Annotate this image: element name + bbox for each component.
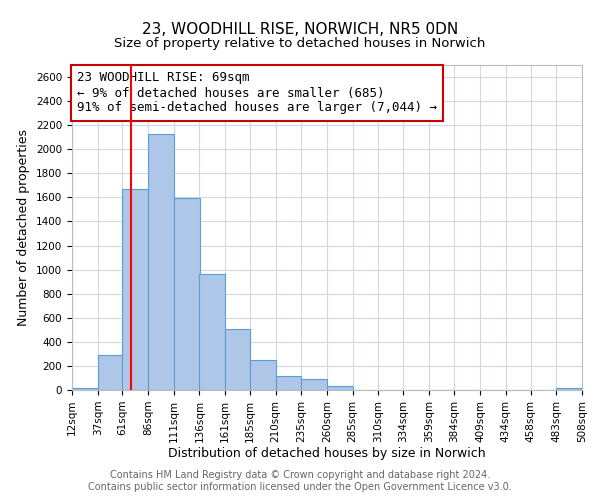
Bar	[199, 274, 225, 390]
Bar	[225, 329, 250, 390]
Bar	[327, 386, 353, 390]
Bar	[122, 189, 148, 390]
Bar	[301, 379, 327, 390]
Text: Contains public sector information licensed under the Open Government Licence v3: Contains public sector information licen…	[88, 482, 512, 492]
Y-axis label: Number of detached properties: Number of detached properties	[17, 129, 31, 326]
Text: 23 WOODHILL RISE: 69sqm
← 9% of detached houses are smaller (685)
91% of semi-de: 23 WOODHILL RISE: 69sqm ← 9% of detached…	[77, 72, 437, 114]
Bar	[275, 376, 301, 390]
Text: Size of property relative to detached houses in Norwich: Size of property relative to detached ho…	[115, 38, 485, 51]
Bar	[250, 360, 275, 390]
Bar	[174, 198, 199, 390]
Bar	[72, 388, 98, 390]
Text: Contains HM Land Registry data © Crown copyright and database right 2024.: Contains HM Land Registry data © Crown c…	[110, 470, 490, 480]
Text: 23, WOODHILL RISE, NORWICH, NR5 0DN: 23, WOODHILL RISE, NORWICH, NR5 0DN	[142, 22, 458, 38]
X-axis label: Distribution of detached houses by size in Norwich: Distribution of detached houses by size …	[168, 448, 486, 460]
Bar	[148, 134, 174, 390]
Bar	[98, 355, 122, 390]
Bar	[556, 388, 582, 390]
